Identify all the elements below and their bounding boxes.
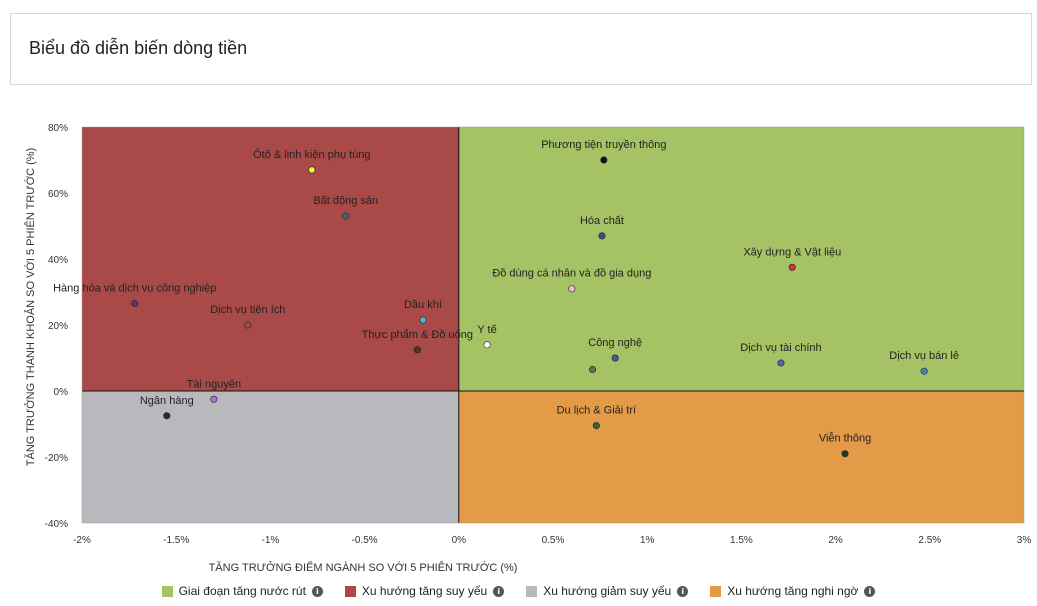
legend-swatch xyxy=(710,585,722,597)
data-point xyxy=(210,395,218,403)
y-tick-label: 20% xyxy=(48,321,68,332)
data-point xyxy=(788,263,796,271)
data-point-label: Dịch vụ tiện ích xyxy=(210,304,285,316)
legend-swatch xyxy=(161,585,173,597)
chart-legend: Giai đoạn tăng nước rút i Xu hướng tăng … xyxy=(0,580,1037,602)
data-point xyxy=(600,156,608,164)
page-title: Biểu đồ diễn biến dòng tiền xyxy=(29,38,248,58)
data-point-label: Dịch vụ bán lẻ xyxy=(889,350,959,362)
quadrant-bottom-left xyxy=(82,391,459,523)
x-tick-label: 1.5% xyxy=(730,535,753,546)
data-point xyxy=(413,346,421,354)
x-tick-label: 3% xyxy=(1017,535,1032,546)
info-icon[interactable]: i xyxy=(677,585,689,597)
data-point-label: Du lịch & Giải trí xyxy=(557,405,636,417)
y-tick-label: -40% xyxy=(45,519,68,530)
y-tick-label: 0% xyxy=(54,387,69,398)
x-tick-label: -2% xyxy=(73,535,91,546)
data-point-label: Hóa chất xyxy=(580,215,624,227)
info-icon[interactable]: i xyxy=(311,585,323,597)
data-point-label: Y tế xyxy=(477,324,496,336)
info-icon[interactable]: i xyxy=(864,585,876,597)
data-point-label: Tài nguyên xyxy=(187,378,241,390)
legend-label: Xu hướng tăng nghi ngờ xyxy=(727,584,859,598)
quadrant-top-left xyxy=(82,127,459,391)
legend-item-weakening-downtrend[interactable]: Xu hướng giảm suy yếu i xyxy=(526,584,689,598)
data-point-label: Viễn thông xyxy=(819,432,871,445)
x-tick-label: 0% xyxy=(452,535,467,546)
data-point xyxy=(131,300,139,308)
legend-swatch xyxy=(526,585,538,597)
y-axis-title: TĂNG TRƯỞNG THANH KHOẢN SO VỚI 5 PHIÊN T… xyxy=(24,148,37,466)
data-point-label: Đồ dùng cá nhân và đồ gia dụng xyxy=(492,268,651,280)
chart-title-card: Biểu đồ diễn biến dòng tiền xyxy=(10,13,1032,85)
data-point-label: Xây dựng & Vật liệu xyxy=(743,246,841,258)
x-tick-label: -0.5% xyxy=(352,535,378,546)
y-tick-label: 80% xyxy=(48,123,68,134)
y-tick-label: -20% xyxy=(45,453,68,464)
data-point xyxy=(163,412,171,420)
data-point xyxy=(308,166,316,174)
legend-swatch xyxy=(344,585,356,597)
data-point xyxy=(244,321,252,329)
data-point-label: Thực phẩm & Đồ uống xyxy=(362,329,473,341)
data-point xyxy=(483,341,491,349)
y-tick-label: 40% xyxy=(48,255,68,266)
legend-item-accelerating[interactable]: Giai đoạn tăng nước rút i xyxy=(161,584,323,598)
data-point xyxy=(598,232,606,240)
legend-item-weakening-uptrend[interactable]: Xu hướng tăng suy yếu i xyxy=(344,584,505,598)
data-point xyxy=(611,354,619,362)
data-point-label: Dịch vụ tài chính xyxy=(740,342,821,354)
y-tick-label: 60% xyxy=(48,189,68,200)
data-point xyxy=(777,359,785,367)
quadrant-top-right xyxy=(458,127,1024,391)
x-tick-label: -1.5% xyxy=(163,535,189,546)
data-point-label: Bất động sản xyxy=(313,195,378,207)
data-point-label: Công nghệ xyxy=(588,337,642,349)
x-axis-title: TĂNG TRƯỞNG ĐIỂM NGÀNH SO VỚI 5 PHIÊN TR… xyxy=(209,561,518,574)
legend-label: Giai đoạn tăng nước rút xyxy=(178,584,306,598)
legend-label: Xu hướng tăng suy yếu xyxy=(361,584,488,598)
data-point xyxy=(589,366,597,374)
info-icon[interactable]: i xyxy=(493,585,505,597)
data-point xyxy=(419,316,427,324)
data-point xyxy=(592,422,600,430)
data-point-label: Hàng hóa và dịch vụ công nghiệp xyxy=(53,283,216,295)
data-point-label: Phương tiện truyền thông xyxy=(541,139,666,151)
data-point xyxy=(342,212,350,220)
x-tick-label: 1% xyxy=(640,535,655,546)
data-point-label: Ngân hàng xyxy=(140,395,194,407)
x-tick-label: -1% xyxy=(262,535,280,546)
x-tick-label: 2% xyxy=(828,535,843,546)
quadrant-bottom-right xyxy=(458,391,1024,523)
data-point-label: Dầu khí xyxy=(404,299,442,311)
data-point xyxy=(841,450,849,458)
money-flow-scatter-chart: -2% -1.5% -1% -0.5% 0% 0.5% 1% 1.5% 2% 2.5% 3% -40%… xyxy=(24,123,1032,574)
data-point xyxy=(920,367,928,375)
data-point xyxy=(568,285,576,293)
plot-frame xyxy=(81,126,1025,524)
legend-item-doubtful-uptrend[interactable]: Xu hướng tăng nghi ngờ i xyxy=(710,584,876,598)
data-point-label: Ôtô & linh kiện phụ tùng xyxy=(253,148,370,161)
x-tick-label: 0.5% xyxy=(542,535,565,546)
x-tick-label: 2.5% xyxy=(918,535,941,546)
legend-label: Xu hướng giảm suy yếu xyxy=(543,584,672,598)
